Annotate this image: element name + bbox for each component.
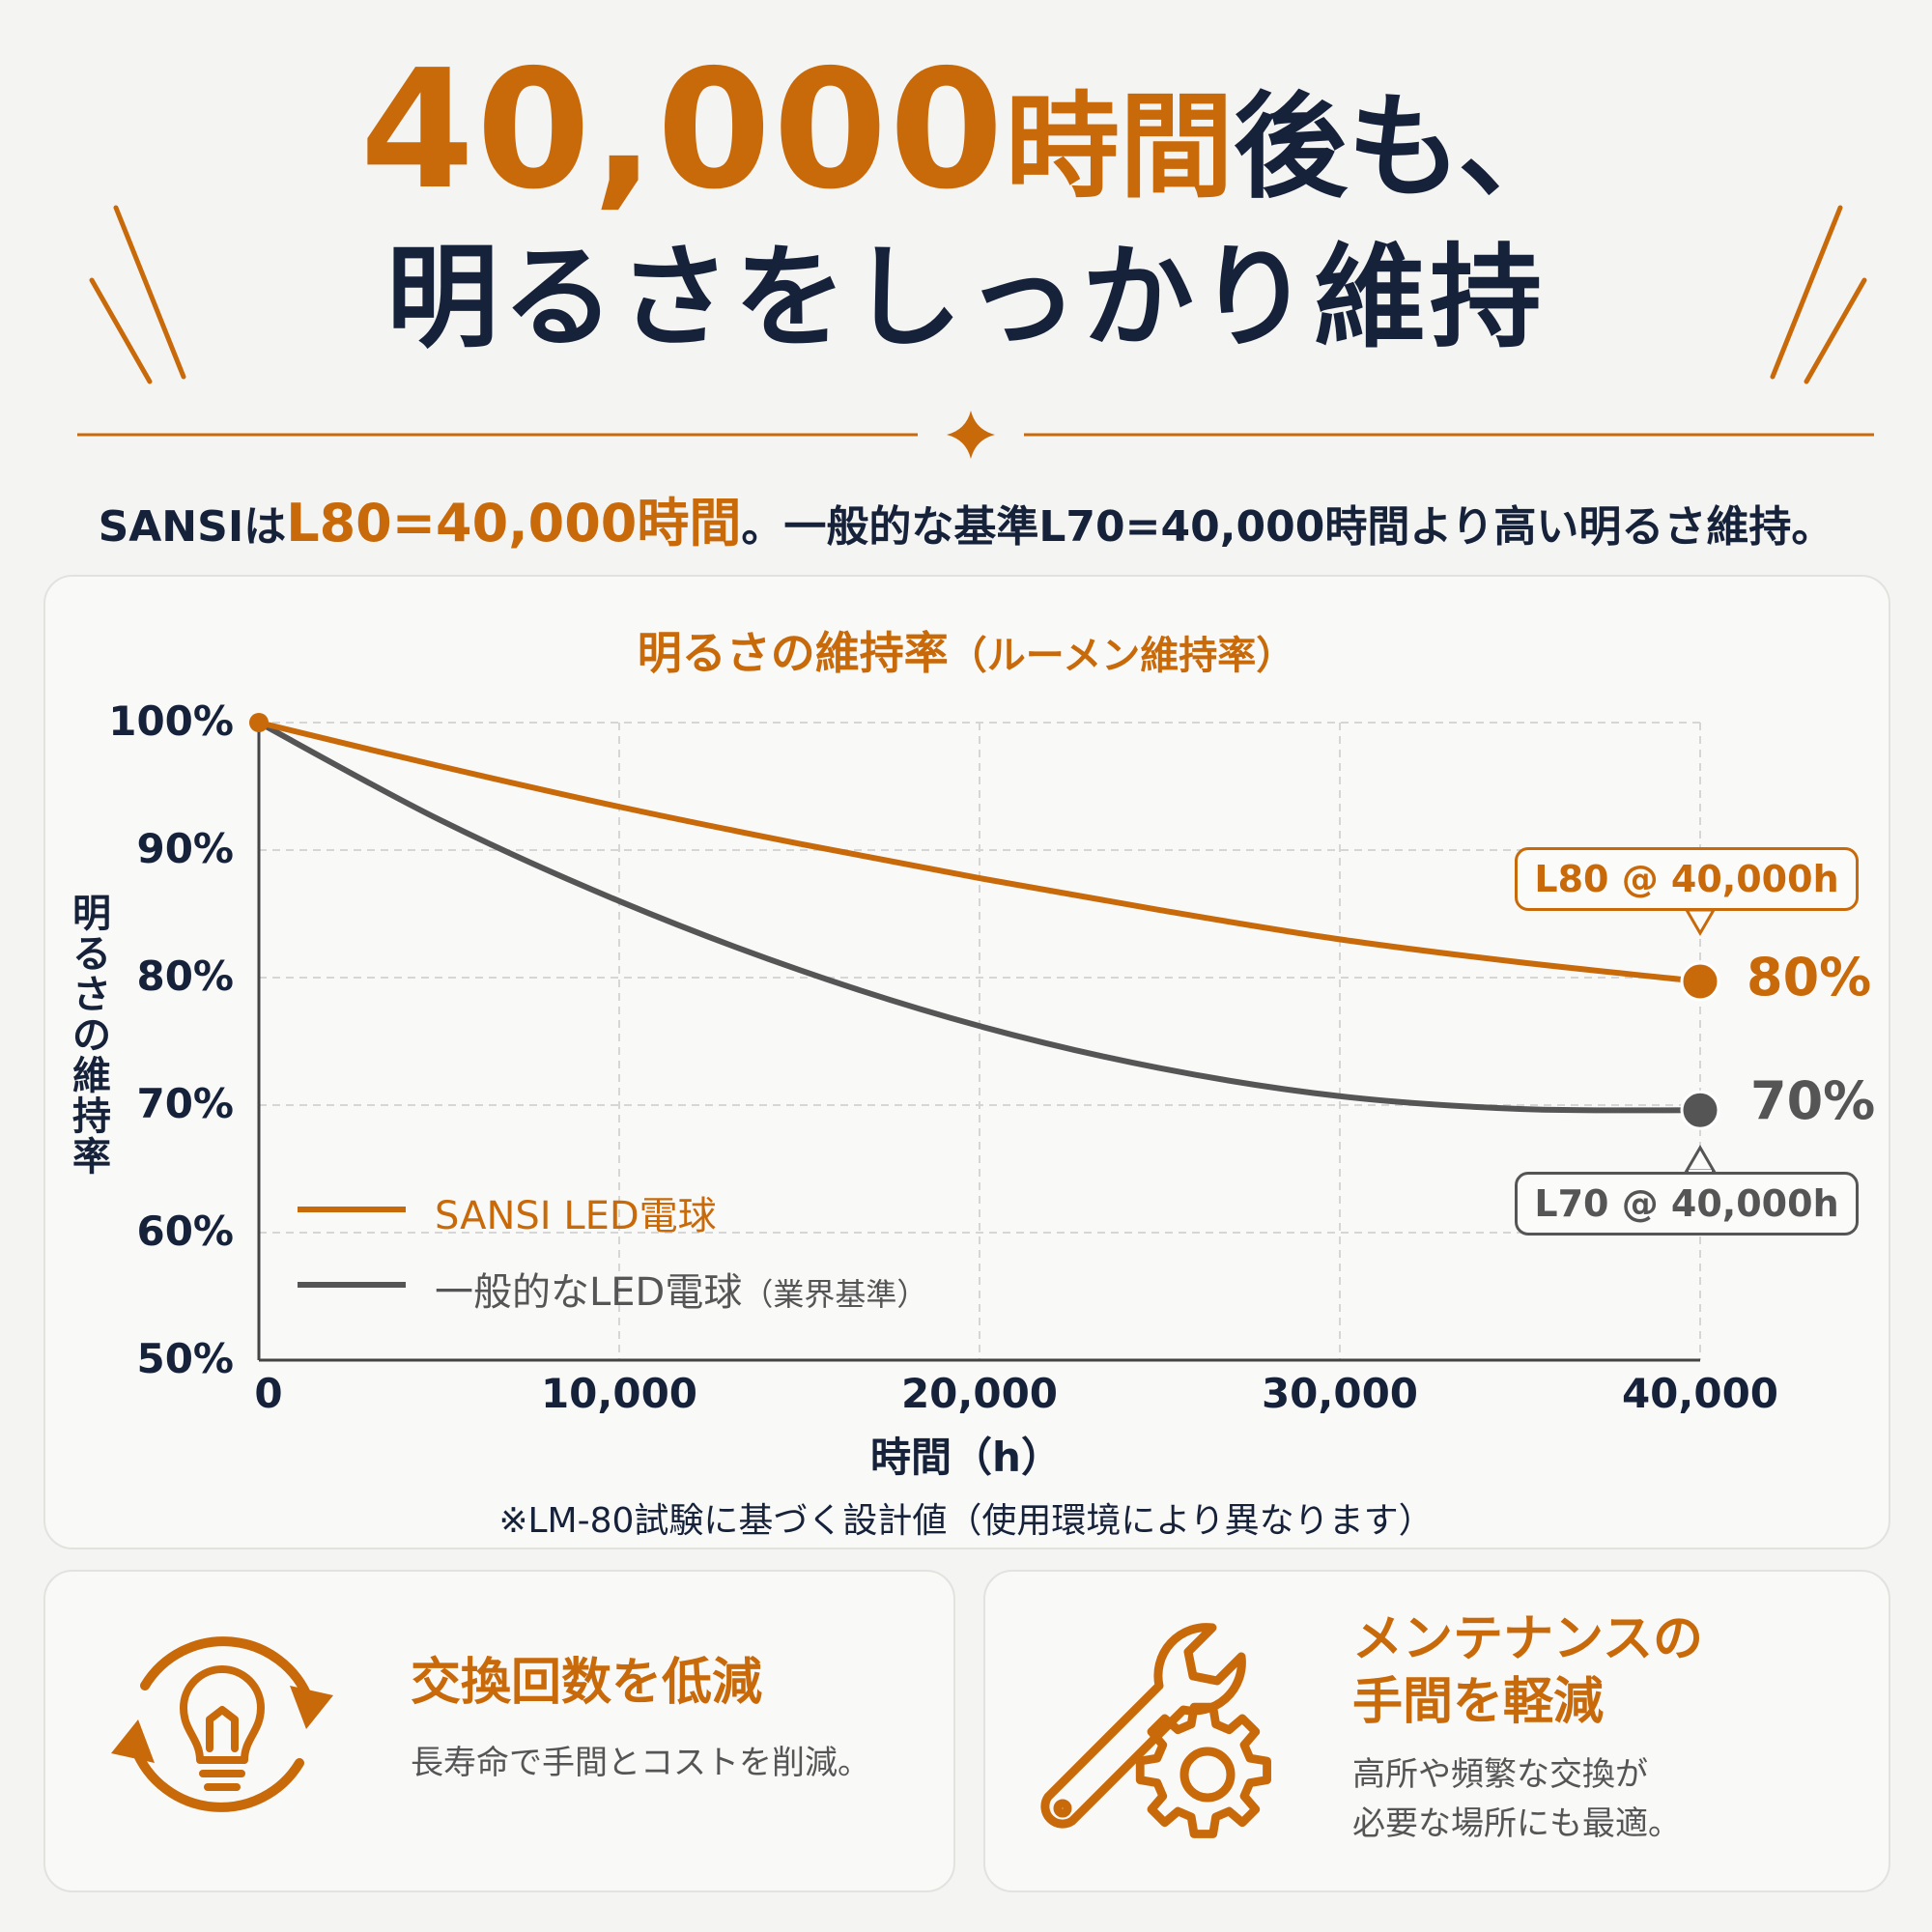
lightbulb-cycle-icon <box>111 1636 333 1812</box>
headline-line2: 明るさをしっかり維持 <box>386 233 1546 363</box>
chart-title: 明るさの維持率（ルーメン維持率） <box>0 618 1932 682</box>
feature-title-maintenance: メンテナンスの 手間を軽減 <box>1352 1610 1703 1731</box>
chart-card <box>43 575 1890 1549</box>
y-tick-label: 60% <box>136 1208 234 1255</box>
y-tick-label: 90% <box>136 825 234 872</box>
x-tick-label: 20,000 <box>900 1370 1059 1417</box>
sparkle-icon <box>947 411 995 459</box>
divider <box>77 411 1874 459</box>
x-tick-label: 30,000 <box>1261 1370 1419 1417</box>
y-axis-label-char: 維 <box>72 1054 111 1098</box>
callout-l70: L70 @ 40,000h <box>1515 1172 1859 1236</box>
feature-title-replacement: 交換回数を低減 <box>411 1654 763 1712</box>
y-axis-label-char: 率 <box>72 1135 111 1179</box>
y-axis-label-char: 持 <box>72 1094 111 1139</box>
y-axis-label-char: る <box>72 932 111 977</box>
headline-unit: 時間 <box>1005 80 1234 213</box>
subline-brand: SANSIは <box>98 502 287 552</box>
callout-pointer-l80 <box>1684 908 1717 936</box>
feature-desc-replacement: 長寿命で手間とコストを削減。 <box>411 1744 870 1782</box>
end-value-generic: 70% <box>1750 1070 1876 1131</box>
series-line-generic <box>256 720 1703 1114</box>
legend-label-sansi: SANSI LED電球 <box>435 1194 717 1238</box>
feature-card-replacement <box>43 1570 955 1892</box>
x-axis-label: 時間（h） <box>870 1434 1062 1481</box>
legend-label-generic: 一般的なLED電球（業界基準） <box>435 1270 928 1315</box>
chart-title-sub: （ルーメン維持率） <box>948 634 1295 678</box>
y-tick-label: 100% <box>108 697 234 745</box>
start-point <box>249 713 269 732</box>
wrench-gear-icon <box>1040 1623 1271 1838</box>
chart-footnote: ※LM-80試験に基づく設計値（使用環境により異なります） <box>498 1501 1434 1541</box>
x-tick-label: 0 <box>254 1370 283 1417</box>
y-axis-label-char: の <box>72 1013 111 1058</box>
series-line-sansi <box>256 720 1703 984</box>
end-point-sansi <box>1680 961 1720 1002</box>
x-tick-label: 40,000 <box>1621 1370 1779 1417</box>
x-tick-label: 10,000 <box>540 1370 698 1417</box>
left-accent-lines <box>89 205 186 384</box>
callout-l80: L80 @ 40,000h <box>1515 847 1859 911</box>
callout-pointer-l70 <box>1684 1145 1717 1173</box>
subline: SANSIはL80=40,000時間。一般的な基準L70=40,000時間より高… <box>0 480 1932 556</box>
headline-line1: 40,000時間後も、 <box>0 48 1932 213</box>
y-tick-label: 80% <box>136 952 234 1000</box>
chart-title-main: 明るさの維持率 <box>637 627 949 679</box>
y-axis-label-char: さ <box>72 973 111 1017</box>
subline-rest: 。一般的な基準L70=40,000時間より高い明るさ維持。 <box>741 502 1834 552</box>
headline-number: 40,000 <box>359 35 1006 226</box>
y-axis-label: 明るさの維持率 <box>68 894 116 1178</box>
headline-suffix: 後も、 <box>1233 80 1573 213</box>
end-value-sansi: 80% <box>1747 947 1872 1008</box>
subline-highlight: L80=40,000時間 <box>286 493 742 554</box>
right-accent-lines <box>1770 205 1867 384</box>
feature-card-maintenance <box>983 1570 1890 1892</box>
y-axis-label-char: 明 <box>72 892 111 936</box>
end-point-generic <box>1680 1090 1720 1130</box>
y-tick-label: 50% <box>136 1335 234 1382</box>
feature-desc-maintenance: 高所や頻繁な交換が 必要な場所にも最適。 <box>1352 1755 1681 1843</box>
y-tick-label: 70% <box>136 1080 234 1127</box>
